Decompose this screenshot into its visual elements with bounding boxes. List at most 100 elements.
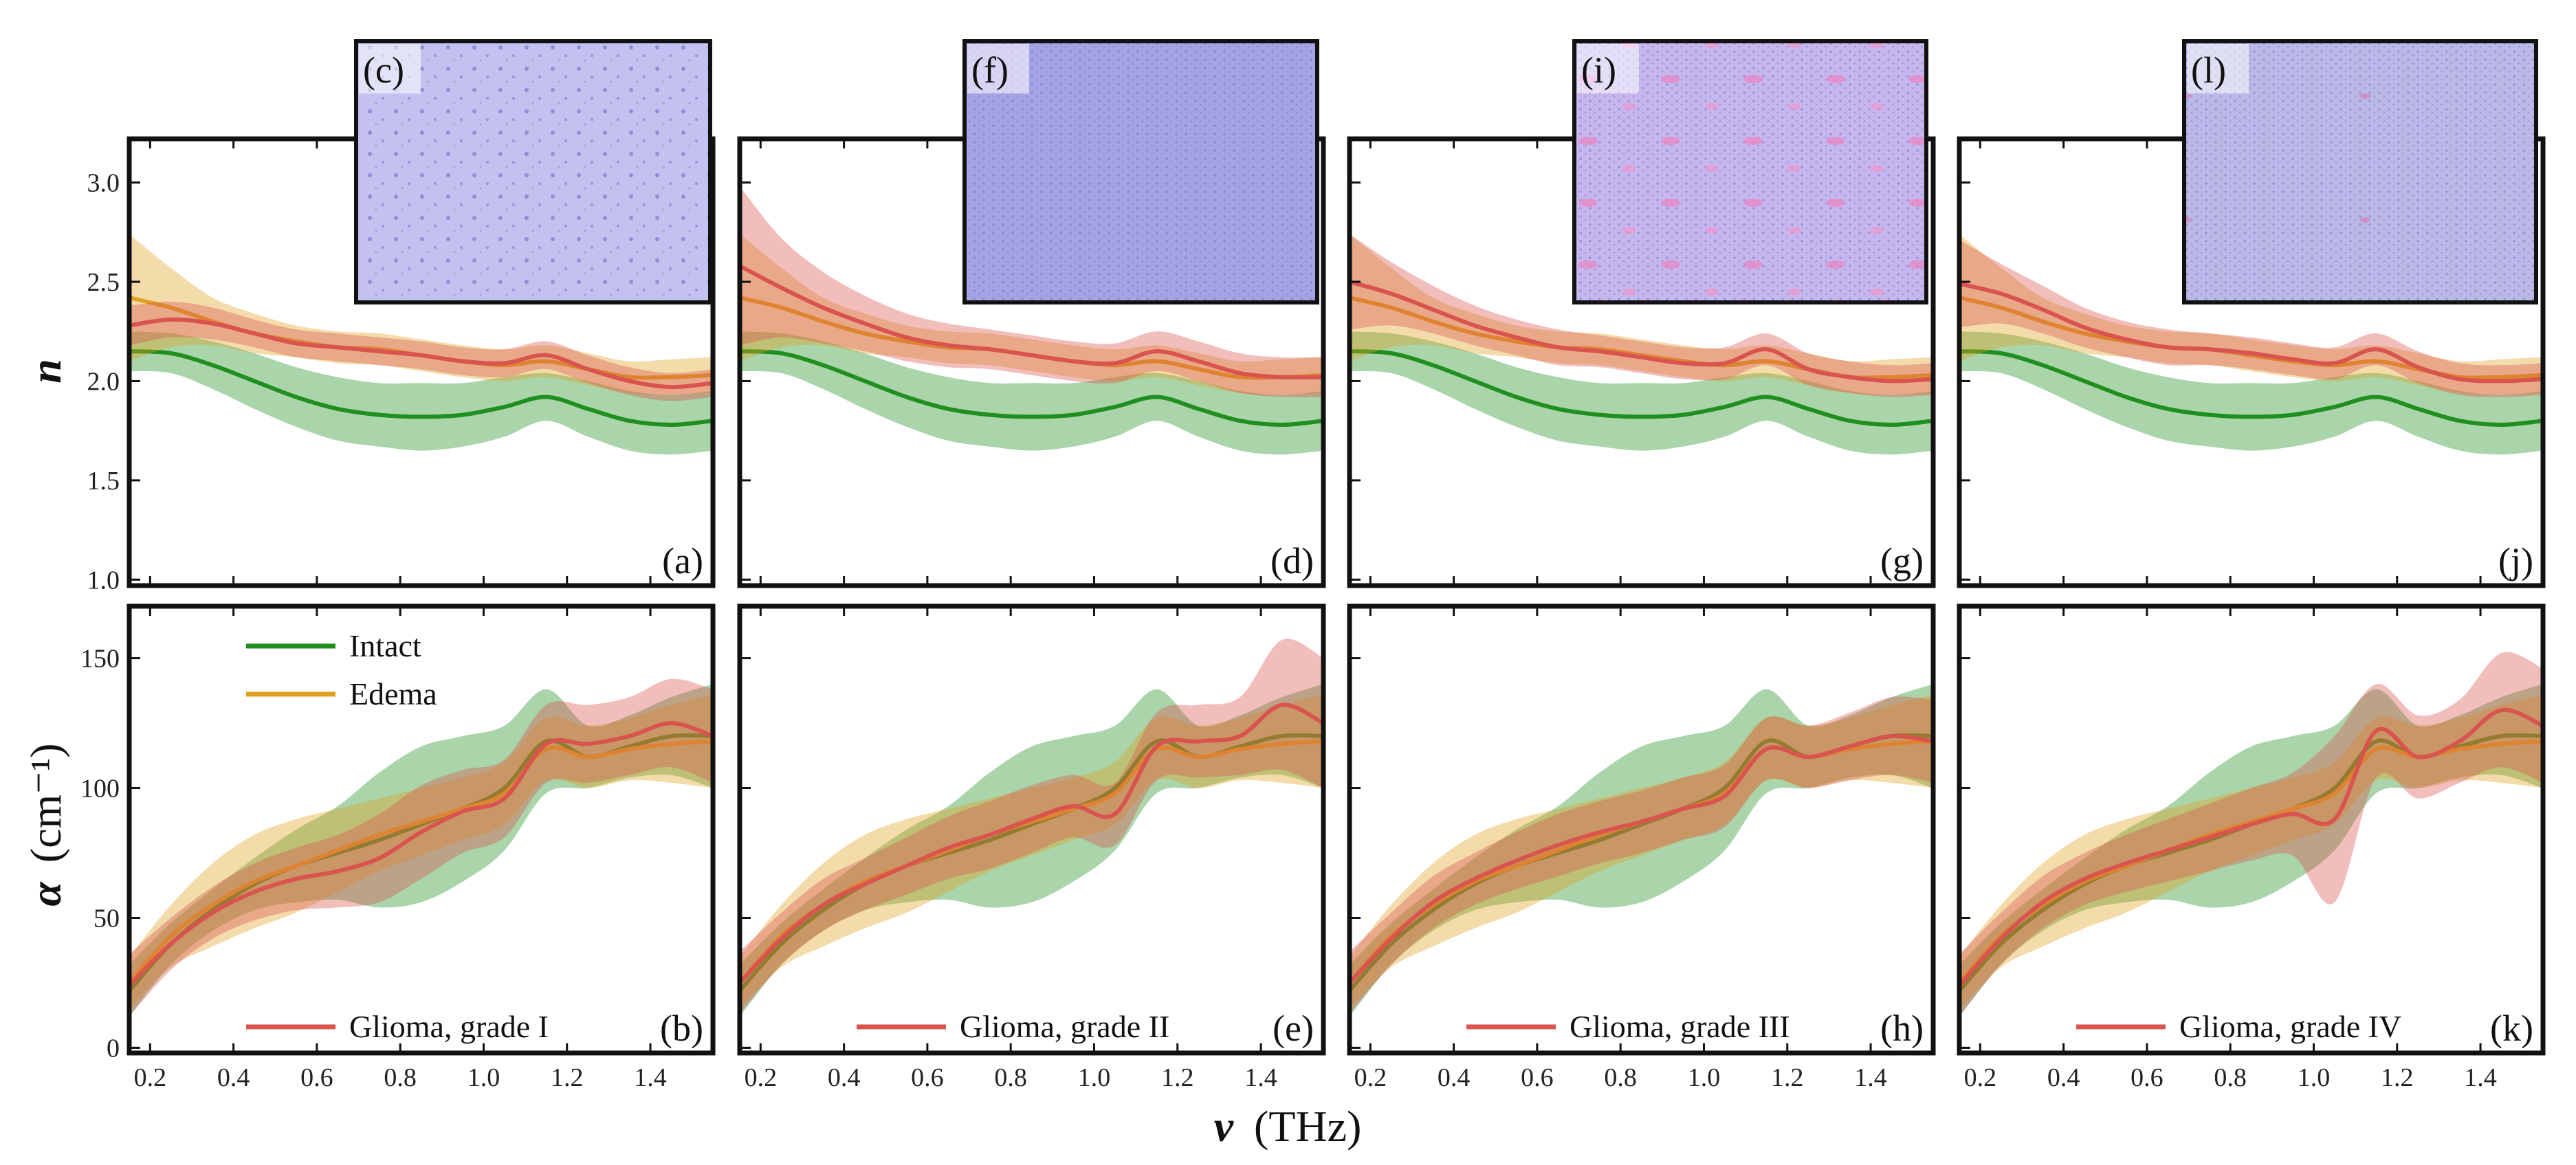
n-panel-3: (g) xyxy=(1347,136,1936,588)
intact-series-band xyxy=(1350,331,1933,455)
histology-image-tag: (i) xyxy=(1581,49,1616,91)
alpha-axis-title: α (cm⁻¹) xyxy=(21,743,70,906)
panel-column-1: 1.01.52.02.53.0(a)0.2 0.4 0.6 0.8 1.0 1.2 1.40… xyxy=(80,39,716,1092)
glioma-series-line xyxy=(1959,281,2543,384)
edema-series-band xyxy=(740,694,1323,1009)
x-tick-label: 0.2 xyxy=(1964,1063,1997,1092)
x-tick-label: 1.4 xyxy=(1244,1063,1277,1092)
y-tick-label: 1.0 xyxy=(87,566,120,595)
image-tag-bg xyxy=(1577,44,1639,93)
x-tick-label: 1.0 xyxy=(467,1063,500,1092)
intact-series-line xyxy=(1959,349,2543,428)
y-tick-label: 150 xyxy=(80,645,120,674)
plot-frame xyxy=(1957,603,2546,1056)
glioma-series-line xyxy=(1350,280,1933,384)
intact-series-band xyxy=(129,331,713,455)
intact-series-line xyxy=(129,349,713,428)
svg-text:α (cm⁻¹): α (cm⁻¹) xyxy=(21,743,70,906)
x-tick-label: 0.2 xyxy=(745,1063,778,1092)
intact-series-line xyxy=(740,349,1323,428)
edema-series-band xyxy=(1350,694,1933,1009)
legend: Intact Edema xyxy=(246,628,437,711)
n-panel-tag: (j) xyxy=(2498,540,2533,581)
x-tick-label: 1.2 xyxy=(1161,1063,1194,1092)
x-tick-label: 1.0 xyxy=(2298,1063,2331,1092)
glioma-series-band xyxy=(740,186,1323,397)
x-tick-label: 1.2 xyxy=(551,1063,584,1092)
alpha-panel-tag: (e) xyxy=(1273,1008,1314,1049)
alpha-panel-tag: (h) xyxy=(1880,1008,1924,1049)
x-tick-label: 1.0 xyxy=(1688,1063,1721,1092)
edema-series-band xyxy=(129,694,713,1009)
image-tag-bg xyxy=(359,44,421,93)
panel-column-3: (g) 0.2 0.4 0.6 0.8 1.0 1.2 1.4 (h) Glioma, grade… xyxy=(1347,39,1936,1092)
y-tick-label: 3.0 xyxy=(87,169,120,198)
intact-series-band xyxy=(1959,684,2543,1017)
histology-frame xyxy=(2182,39,2538,304)
y-tick-label: 2.5 xyxy=(87,268,120,297)
x-tick-label: 1.0 xyxy=(1078,1063,1111,1092)
glioma-series-band xyxy=(1959,652,2543,1017)
panel-column-2: (d) 0.2 0.4 0.6 0.8 1.0 1.2 1.4 (e) Glioma, grade… xyxy=(737,39,1326,1092)
intact-series-band xyxy=(740,684,1323,1017)
histology-frame xyxy=(1572,39,1928,304)
n-panel-1: 1.0 1.5 2.0 2.5 3.0 (a) xyxy=(87,136,716,595)
y-tick-label: 2.0 xyxy=(87,367,120,396)
glioma-legend-label: Glioma, grade IV xyxy=(2179,1009,2401,1044)
glioma-series-band xyxy=(1350,696,1933,1014)
histology-frame xyxy=(962,39,1319,304)
alpha-panel-1: 0.2 0.4 0.6 0.8 1.0 1.2 1.4 0 50 100 150 (b) Glioma,… xyxy=(80,603,716,1092)
x-tick-label: 0.6 xyxy=(911,1063,944,1092)
x-tick-label: 0.4 xyxy=(1438,1063,1471,1092)
glioma-series-line xyxy=(129,317,713,390)
plot-frame xyxy=(1347,603,1936,1056)
intact-legend-label: Intact xyxy=(349,628,421,663)
image-tag-bg xyxy=(967,44,1029,93)
x-axis-title: ν (THz) xyxy=(1214,1102,1362,1151)
panel-column-4: (j) 0.2 0.4 0.6 0.8 1.0 1.2 1.4 (k) Glioma, grade… xyxy=(1957,39,2546,1092)
x-tick-label: 1.2 xyxy=(2381,1063,2414,1092)
x-tick-label: 0.8 xyxy=(384,1063,417,1092)
glioma-series-line xyxy=(740,264,1323,380)
x-tick-label: 1.4 xyxy=(2464,1063,2497,1092)
alpha-panel-3: 0.2 0.4 0.6 0.8 1.0 1.2 1.4 (h) Glioma, grade II… xyxy=(1347,603,1936,1092)
edema-series-line xyxy=(129,739,713,984)
x-tick-label: 1.2 xyxy=(1771,1063,1804,1092)
alpha-panel-tag: (k) xyxy=(2490,1008,2533,1049)
n-panel-4: (j) xyxy=(1957,136,2546,588)
x-tick-label: 0.6 xyxy=(1521,1063,1554,1092)
glioma-legend-label: Glioma, grade III xyxy=(1570,1009,1790,1044)
x-tick-label: 0.6 xyxy=(300,1063,333,1092)
histology-image-tag: (c) xyxy=(363,49,404,91)
histology-image-tag: (l) xyxy=(2191,49,2226,91)
x-tick-label: 0.4 xyxy=(828,1063,861,1092)
glioma-legend-label: Glioma, grade I xyxy=(349,1009,549,1044)
histology-image-4: (l) xyxy=(2182,39,2538,304)
histology-image-3: (i) xyxy=(1572,39,1928,304)
glioma-series-band xyxy=(740,639,1323,1014)
plot-frame xyxy=(737,603,1326,1056)
x-tick-label: 0.4 xyxy=(2047,1063,2080,1092)
alpha-panel-2: 0.2 0.4 0.6 0.8 1.0 1.2 1.4 (e) Glioma, grade II xyxy=(737,603,1326,1092)
glioma-series-line xyxy=(740,702,1323,985)
glioma-series-line xyxy=(1350,733,1933,985)
glioma-series-line xyxy=(129,721,713,987)
x-tick-label: 0.8 xyxy=(2214,1063,2247,1092)
intact-series-band xyxy=(740,331,1323,455)
edema-series-band xyxy=(129,234,713,395)
alpha-panel-tag: (b) xyxy=(660,1008,703,1049)
n-panel-tag: (d) xyxy=(1270,540,1314,581)
image-tag-bg xyxy=(2187,44,2249,93)
histology-image-2: (f) xyxy=(962,39,1319,304)
edema-series-band xyxy=(1959,694,2543,1009)
glioma-series-line xyxy=(1959,707,2543,987)
histology-image-tag: (f) xyxy=(971,49,1009,91)
n-panel-tag: (a) xyxy=(662,540,703,581)
alpha-panel-4: 0.2 0.4 0.6 0.8 1.0 1.2 1.4 (k) Glioma, grade IV xyxy=(1957,603,2546,1092)
y-tick-label: 1.5 xyxy=(87,467,120,496)
y-tick-label: 50 xyxy=(93,904,120,933)
x-tick-label: 0.2 xyxy=(134,1063,167,1092)
alpha-symbol: α xyxy=(21,881,70,907)
x-tick-label: 0.2 xyxy=(1354,1063,1387,1092)
